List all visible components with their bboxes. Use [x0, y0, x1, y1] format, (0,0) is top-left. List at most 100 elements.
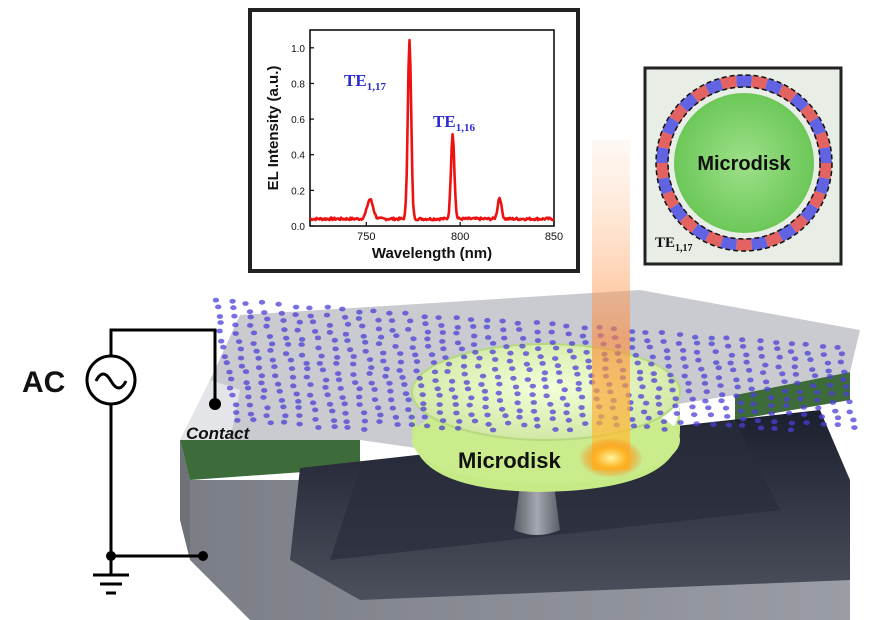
mode-lobe	[764, 231, 784, 248]
lattice-atom	[267, 420, 274, 426]
lattice-atom	[389, 405, 396, 411]
lattice-atom	[698, 366, 705, 372]
lattice-atom	[255, 365, 263, 371]
lattice-atom	[820, 352, 827, 357]
lattice-atom	[565, 331, 572, 337]
lattice-atom	[435, 315, 442, 320]
lattice-atom	[663, 348, 671, 354]
lattice-atom	[843, 384, 850, 389]
lattice-atom	[368, 365, 375, 370]
lattice-atom	[452, 402, 459, 407]
lattice-atom	[232, 322, 239, 328]
lattice-atom	[657, 410, 664, 416]
lattice-atom	[396, 368, 403, 373]
lattice-atom	[640, 409, 648, 415]
mode-lobe	[751, 75, 769, 90]
lattice-atom	[585, 358, 592, 364]
lattice-atom	[322, 385, 329, 390]
lattice-atom	[361, 427, 368, 432]
lattice-atom	[809, 367, 816, 372]
mode-lobe	[656, 146, 670, 163]
lattice-atom	[218, 338, 225, 344]
lattice-atom	[759, 370, 767, 375]
lattice-atom	[516, 327, 523, 332]
lattice-atom	[261, 310, 268, 315]
lattice-atom	[324, 392, 331, 398]
lattice-atom	[324, 304, 331, 310]
lattice-atom	[334, 371, 342, 376]
lattice-atom	[814, 397, 821, 403]
lattice-atom	[768, 411, 775, 416]
lattice-atom	[539, 361, 546, 366]
lattice-atom	[333, 361, 340, 366]
lattice-atom	[710, 422, 717, 427]
lattice-atom	[496, 381, 503, 387]
lattice-atom	[693, 340, 701, 346]
lattice-atom	[668, 378, 675, 384]
lattice-atom	[229, 298, 236, 304]
lattice-atom	[271, 364, 278, 370]
lattice-atom	[516, 414, 523, 420]
lattice-atom	[296, 319, 303, 325]
lattice-atom	[388, 318, 396, 323]
lattice-atom	[489, 341, 497, 346]
mode-lobe	[789, 214, 809, 234]
lattice-atom	[438, 323, 445, 328]
lattice-atom	[342, 331, 350, 337]
lattice-atom	[401, 382, 408, 387]
lattice-atom	[322, 377, 330, 383]
lattice-atom	[223, 360, 230, 366]
lattice-atom	[733, 393, 740, 399]
lattice-atom	[408, 422, 416, 428]
lattice-atom	[801, 412, 808, 417]
lattice-atom	[834, 422, 841, 428]
lattice-atom	[708, 341, 715, 347]
lattice-atom	[463, 380, 470, 385]
lattice-atom	[350, 361, 357, 367]
lattice-atom	[461, 371, 468, 377]
microdisk-top	[411, 343, 681, 441]
lattice-atom	[815, 405, 822, 411]
contact-label: Contact	[186, 424, 251, 443]
lattice-atom	[229, 392, 236, 398]
mode-label: TE1,17	[655, 235, 693, 254]
lattice-atom	[533, 416, 540, 422]
lattice-atom	[382, 373, 389, 379]
lattice-atom	[783, 403, 790, 408]
lattice-atom	[496, 398, 504, 403]
lattice-atom	[489, 427, 497, 433]
ac-label: AC	[22, 366, 65, 399]
lattice-atom	[341, 401, 348, 407]
lattice-atom	[658, 330, 666, 335]
spectrum-series-line	[309, 38, 555, 222]
lattice-atom	[743, 352, 750, 358]
lattice-atom	[665, 363, 672, 369]
lattice-atom	[439, 418, 447, 423]
lattice-atom	[276, 388, 283, 394]
lattice-atom	[444, 369, 451, 374]
lattice-atom	[405, 327, 412, 332]
lattice-atom	[228, 376, 235, 382]
lattice-atom	[472, 349, 479, 355]
lattice-atom	[739, 416, 747, 422]
lattice-atom	[705, 405, 712, 411]
peak-annotation-te117: TE1,17	[344, 71, 386, 93]
y-axis-ticks: 0.0 0.2 0.4 0.6 0.8 1.0	[291, 44, 314, 233]
lattice-atom	[797, 396, 804, 402]
lattice-atom	[280, 404, 287, 410]
lattice-atom	[476, 355, 483, 361]
lattice-atom	[529, 392, 536, 398]
lattice-atom	[386, 380, 393, 386]
lattice-atom	[724, 343, 732, 349]
lattice-atom	[475, 363, 482, 369]
lattice-atom	[278, 310, 285, 316]
lattice-atom	[436, 410, 444, 415]
mode-ring-lobes	[656, 75, 832, 251]
lattice-atom	[810, 383, 817, 389]
lattice-atom	[362, 339, 369, 345]
lattice-atom	[454, 340, 462, 346]
lattice-atom	[673, 411, 681, 416]
y-axis-label: EL Intensity (a.u.)	[265, 66, 282, 191]
lattice-atom	[468, 395, 475, 401]
